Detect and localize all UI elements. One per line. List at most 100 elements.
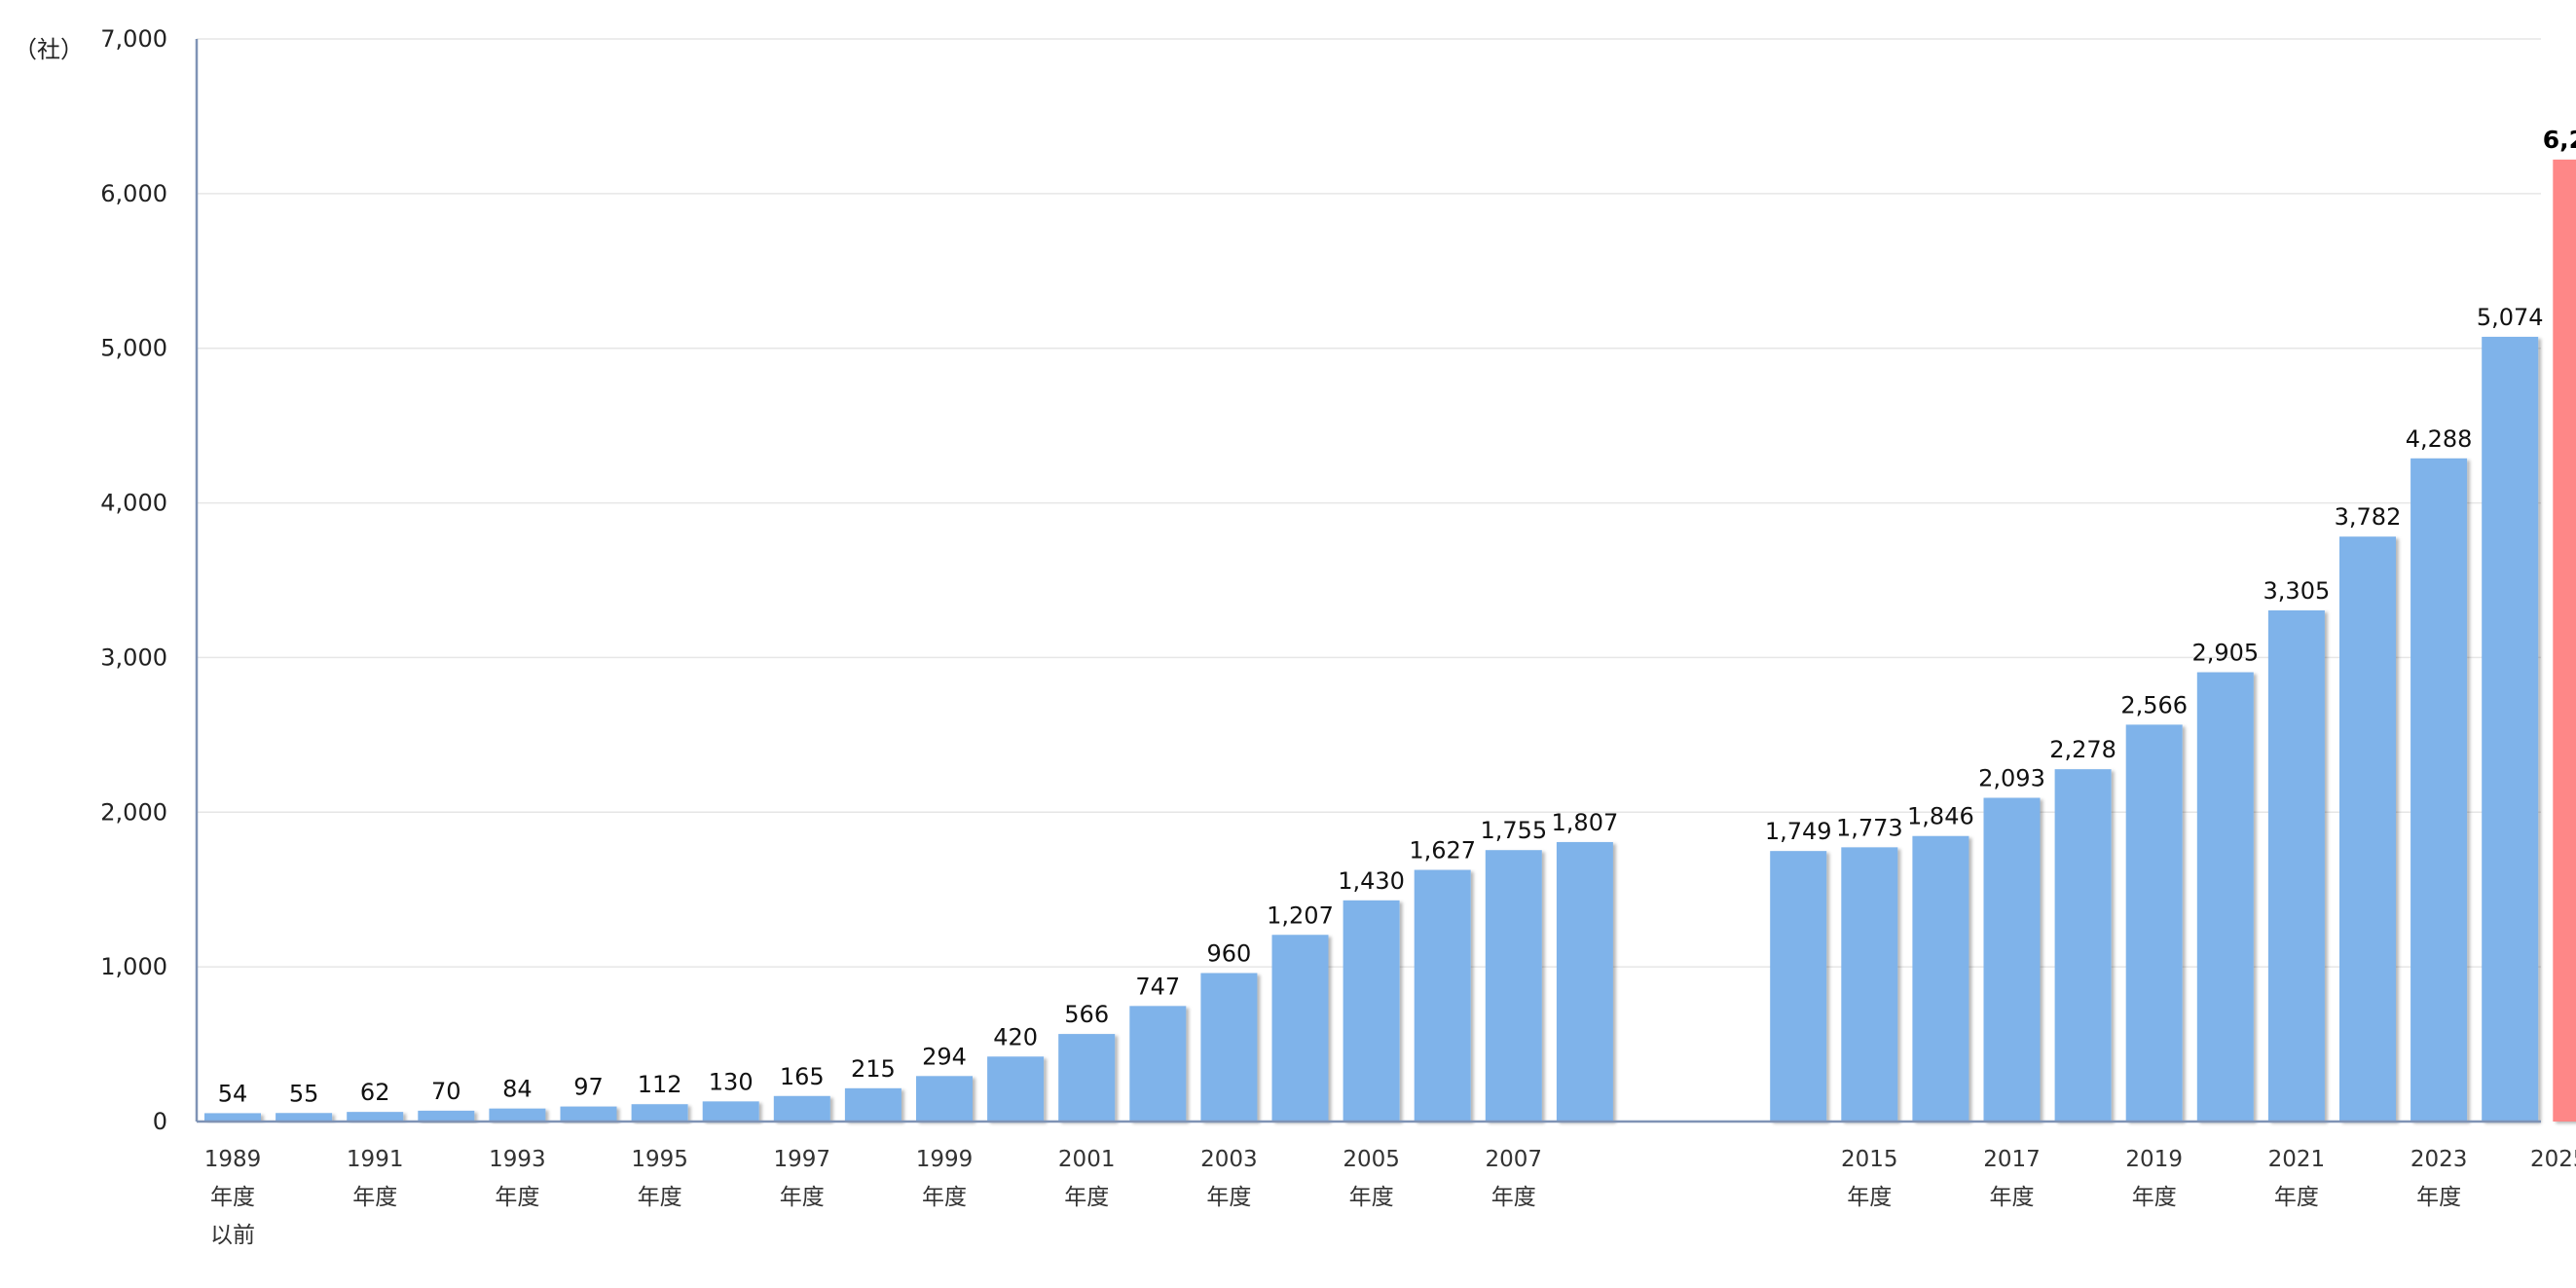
x-tick-label-2005: 年度 [1349,1185,1394,1210]
bar-2022 [2339,536,2396,1122]
bar-1995 [631,1104,688,1122]
y-tick-label: 6,000 [100,180,167,207]
data-label-2023: 4,288 [2406,425,2473,453]
bar-1998 [844,1087,902,1122]
y-tick-label: 7,000 [100,25,167,53]
data-label-2018: 2,278 [2049,736,2116,763]
x-tick-label-1997: 年度 [780,1185,825,1210]
bar-1991 [347,1112,404,1122]
data-label-1999: 294 [922,1043,967,1070]
bar-2006 [1414,869,1471,1122]
data-label-1998: 215 [851,1055,896,1083]
y-tick-label: 4,000 [100,490,167,517]
data-label-1996: 130 [709,1068,754,1095]
bar-2005 [1343,900,1400,1122]
x-tick-label-2007: 2007 [1486,1147,1543,1172]
x-tick-label-1989: 1989 [204,1147,262,1172]
data-label-2020: 2,905 [2191,640,2259,667]
bar-1994 [560,1106,617,1122]
x-tick-label-2021: 2021 [2268,1147,2326,1172]
data-label-2014: 1,749 [1765,818,1832,845]
bar-1989 [204,1113,261,1122]
bar-1999 [916,1076,973,1122]
x-tick-label-2003: 2003 [1200,1147,1258,1172]
x-tick-label-1989: 以前 [210,1223,255,1248]
x-tick-label-1993: 年度 [495,1185,539,1210]
bar-2016 [1912,835,1969,1122]
y-axis-unit-label: （社） [14,36,84,63]
x-tick-label-2023: 2023 [2410,1147,2468,1172]
x-tick-label-2017: 年度 [1990,1185,2035,1210]
data-label-2003: 960 [1206,939,1251,967]
y-tick-label: 3,000 [100,644,167,671]
data-label-1993: 84 [502,1076,533,1103]
bar-2018 [2054,769,2112,1122]
x-tick-label-2023: 年度 [2416,1185,2461,1210]
x-tick-label-2007: 年度 [1491,1185,1536,1210]
y-tick-label: 0 [153,1108,167,1135]
bar-1996 [702,1101,759,1122]
data-label-2021: 3,305 [2263,577,2331,605]
x-tick-label-2005: 2005 [1343,1147,1400,1172]
data-labels: 54 55 62 70 84 97 112 130 165 215 294 420 566 747 960 1… [218,126,2576,1108]
bar-2025 [2553,159,2576,1122]
y-tick-label: 1,000 [100,953,167,980]
data-label-1994: 97 [573,1074,604,1101]
data-label-2015: 1,773 [1836,814,1903,841]
x-tick-label-2001: 2001 [1058,1147,1116,1172]
x-tick-label-1995: 年度 [638,1185,682,1210]
data-label-2002: 747 [1135,973,1180,1000]
x-tick-label-1993: 1993 [489,1147,546,1172]
bar-1997 [773,1095,830,1122]
x-tick-label-2015: 年度 [1847,1185,1892,1210]
x-tick-label-1999: 1999 [916,1147,974,1172]
bar-2002 [1129,1006,1187,1122]
bar-1993 [489,1108,546,1122]
bar-2015 [1841,847,1898,1122]
data-label-2007: 1,755 [1480,817,1547,844]
bar-2020 [2196,672,2254,1122]
data-label-2022: 3,782 [2335,503,2402,531]
bar-2017 [1983,797,2041,1122]
x-tick-label-1999: 年度 [922,1185,967,1210]
x-tick-label-2019: 年度 [2132,1185,2177,1210]
x-tick-label-2025: 2025年度 [2530,1147,2576,1172]
data-label-1992: 70 [431,1078,461,1105]
data-label-2008: 1,807 [1552,809,1619,836]
data-label-2006: 1,627 [1409,837,1476,865]
y-tick-label: 2,000 [100,798,167,826]
bar-2007 [1485,850,1542,1122]
data-label-2024: 5,074 [2477,304,2544,331]
bar-2021 [2267,609,2325,1122]
y-axis-tick-labels: 0 1,000 2,000 3,000 4,000 5,000 6,000 7,000 [100,25,167,1135]
data-label-2016: 1,846 [1907,803,1974,830]
bar-2023 [2410,458,2468,1122]
x-tick-label-2003: 年度 [1206,1185,1251,1210]
data-label-2000: 420 [993,1023,1038,1050]
bar-2019 [2125,724,2183,1122]
x-tick-label-2017: 2017 [1983,1147,2041,1172]
bar-2008 [1556,841,1613,1122]
data-label-1990: 55 [289,1080,319,1107]
x-tick-label-1991: 1991 [347,1147,404,1172]
bar-2003 [1200,973,1258,1122]
bar-2001 [1058,1034,1116,1122]
bar-2024 [2482,336,2539,1122]
data-label-2019: 2,566 [2120,691,2188,718]
y-tick-label: 5,000 [100,335,167,362]
data-label-2001: 566 [1064,1001,1109,1028]
bar-2004 [1271,935,1329,1122]
x-tick-label-1991: 年度 [352,1185,397,1210]
data-label-1989: 54 [218,1080,248,1107]
bar-1992 [418,1110,475,1122]
data-label-1991: 62 [360,1079,390,1106]
data-label-2005: 1,430 [1338,867,1405,895]
x-tick-label-1989: 年度 [210,1185,255,1210]
data-label-2025: 6,220 [2543,126,2576,154]
data-label-1997: 165 [780,1063,825,1090]
x-tick-label-2021: 年度 [2274,1185,2319,1210]
axes [195,39,2541,1123]
